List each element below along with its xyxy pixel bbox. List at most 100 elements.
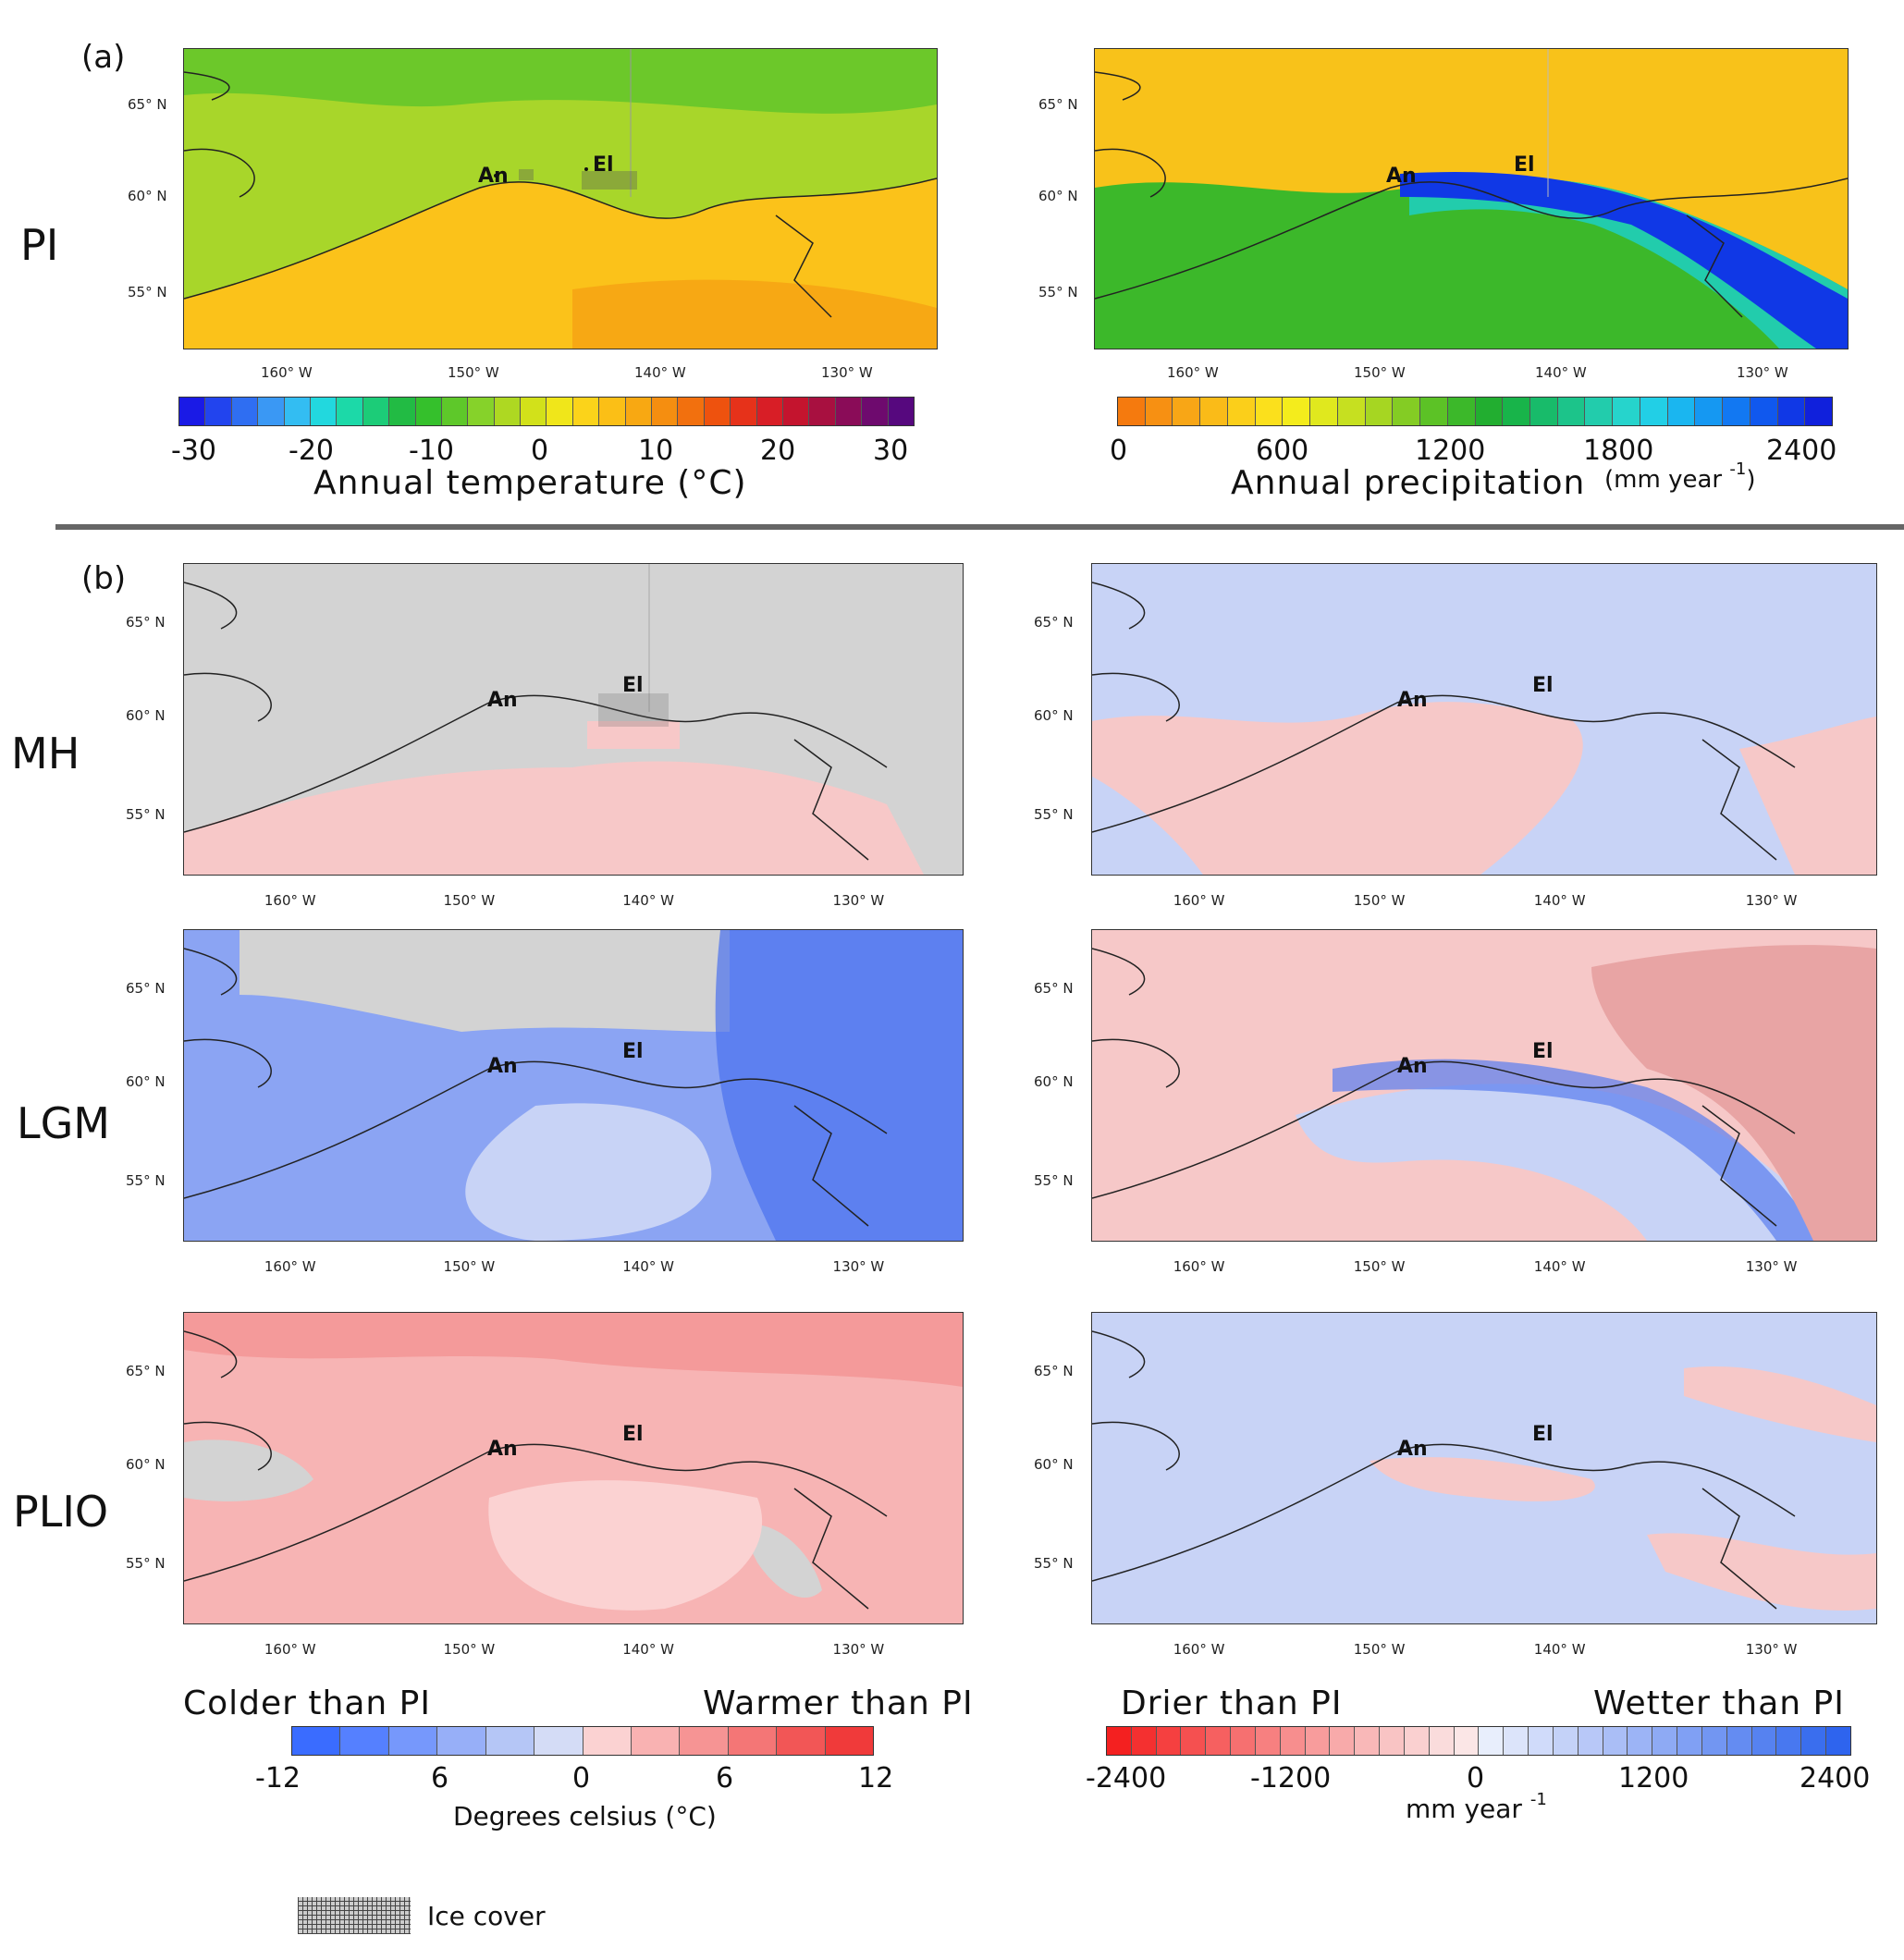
colorbar-swatch [1613,398,1640,425]
colorbar-swatch [1504,1727,1529,1755]
colorbar-swatch [1200,398,1228,425]
colorbar-swatch [1479,1727,1505,1755]
colorbar-swatch [1145,398,1173,425]
colorbar-left-precipitation-anomaly: Drier than PI [1121,1684,1343,1722]
lat-tick: 60° N [1034,1455,1074,1473]
colorbar-swatch [1723,398,1750,425]
colorbar-swatch [809,398,836,425]
colorbar-left-temperature-anomaly: Colder than PI [183,1684,431,1722]
lon-tick: 130° W [1737,364,1788,381]
colorbar-swatch [310,398,338,425]
colorbar-swatch [292,1727,341,1755]
colorbar-right-precipitation-anomaly: Wetter than PI [1593,1684,1845,1722]
colorbar-swatch [835,398,863,425]
lon-tick: 160° W [264,1258,316,1275]
row-label-plio: PLIO [13,1487,109,1537]
lat-tick: 60° N [126,1072,166,1090]
colorbar-right-temperature-anomaly: Warmer than PI [703,1684,974,1722]
colorbar-swatch [1380,1727,1405,1755]
section-divider [55,524,1904,530]
map-plio-temperature: An El [183,1312,964,1624]
lon-tick: 160° W [264,1641,316,1658]
colorbar-swatch [678,398,705,425]
colorbar-temperature-anomaly [291,1726,874,1756]
lon-tick: 140° W [634,364,686,381]
lon-tick: 150° W [443,1258,496,1275]
colorbar-swatch [756,398,783,425]
lon-tick: 140° W [622,892,674,909]
lat-tick: 60° N [1038,188,1078,204]
colorbar-swatch [1475,398,1504,425]
colorbar-swatch [362,398,390,425]
colorbar-swatch [782,398,810,425]
colorbar-swatch [1255,1727,1281,1755]
lon-tick: 130° W [832,892,885,909]
colorbar-tick: 12 [858,1762,894,1795]
lat-tick: 65° N [1034,979,1074,997]
colorbar-swatch [388,1727,438,1755]
colorbar-swatch [1404,1727,1430,1755]
lat-tick: 60° N [126,1455,166,1473]
colorbar-title-temperature-anomaly: Degrees celsius (°C) [453,1801,717,1831]
lat-tick: 65° N [126,1362,166,1379]
site-label-eliot: El [622,1040,644,1063]
colorbar-tick: 1200 [1618,1762,1689,1795]
colorbar-tick: 6 [431,1762,449,1795]
colorbar-precipitation-anomaly [1106,1726,1851,1756]
colorbar-swatch [441,398,469,425]
lon-tick: 160° W [1173,1641,1225,1658]
site-label-eliot: El [1532,674,1554,697]
colorbar-swatch [680,1727,729,1755]
ice-cover-label: Ice cover [427,1901,546,1931]
colorbar-tick: 0 [1467,1762,1485,1795]
colorbar-tick: -30 [171,435,216,467]
colorbar-swatch [1255,398,1284,425]
colorbar-tick: 10 [638,435,674,467]
colorbar-swatch [1701,1727,1727,1755]
colorbar-swatch [1805,398,1833,425]
map-lgm-temperature: An El [183,929,964,1242]
colorbar-swatch [1726,1727,1752,1755]
colorbar-swatch [572,398,600,425]
colorbar-swatch [1231,1727,1256,1755]
colorbar-swatch [485,1727,535,1755]
colorbar-tick: 0 [531,435,549,467]
colorbar-swatch [389,398,416,425]
site-label-anchorage: An [478,165,509,188]
colorbar-swatch [1355,1727,1381,1755]
lat-tick: 60° N [126,706,166,724]
colorbar-swatch [1181,1727,1207,1755]
lon-tick: 160° W [1173,1258,1225,1275]
colorbar-swatch [1750,398,1778,425]
colorbar-swatch [1826,1727,1850,1755]
colorbar-swatch [1420,398,1448,425]
colorbar-swatch [1553,1727,1578,1755]
lon-tick: 160° W [1167,364,1219,381]
colorbar-swatch [652,398,679,425]
lon-tick: 140° W [1533,1641,1586,1658]
colorbar-swatch [1777,398,1806,425]
colorbar-swatch [625,398,653,425]
colorbar-swatch [1337,398,1366,425]
colorbar-swatch [1628,1727,1653,1755]
lat-tick: 55° N [126,1172,166,1190]
site-label-anchorage: An [1397,689,1428,712]
colorbar-swatch [1310,398,1338,425]
lon-tick: 150° W [443,1641,496,1658]
colorbar-unit-precipitation: (mm year -1) [1604,459,1756,494]
site-label-anchorage: An [487,1055,518,1078]
lon-tick: 130° W [1745,1641,1798,1658]
colorbar-swatch [1751,1727,1777,1755]
colorbar-swatch [1447,398,1476,425]
colorbar-swatch [231,398,259,425]
row-label-mh: MH [11,729,80,778]
map-plio-precipitation: An El [1091,1312,1877,1624]
site-label-eliot: El [1514,153,1535,177]
lon-tick: 140° W [1535,364,1587,381]
colorbar-swatch [1156,1727,1182,1755]
colorbar-swatch [1283,398,1311,425]
colorbar-swatch [337,398,363,425]
colorbar-swatch [340,1727,389,1755]
colorbar-swatch [777,1727,826,1755]
colorbar-tick: -2400 [1086,1762,1167,1795]
